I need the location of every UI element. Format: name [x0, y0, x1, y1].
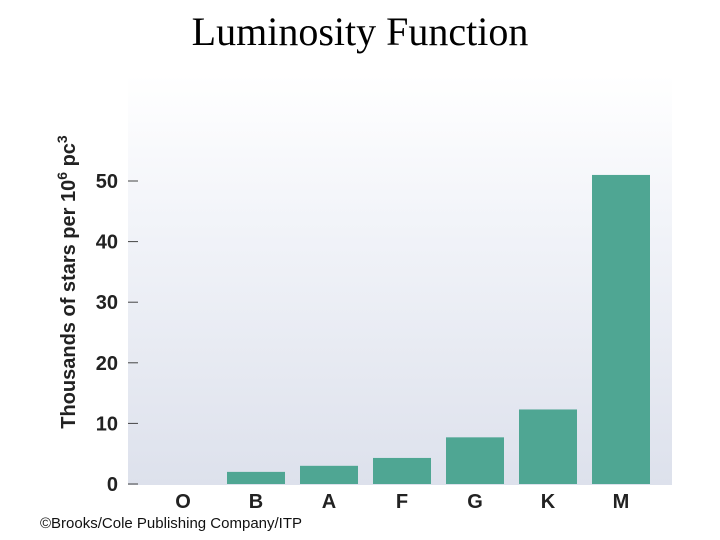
x-tick-label-m: M [613, 491, 630, 513]
bars [227, 174, 650, 484]
y-axis-label: Thousands of stars per 106 pc3 [54, 135, 80, 429]
x-tick-label-f: F [396, 491, 408, 513]
bar-a [300, 465, 358, 484]
x-tick-label-a: A [322, 491, 336, 513]
chart-title: Luminosity Function [191, 9, 529, 54]
x-tick-label-b: B [249, 491, 263, 513]
x-tick-label-o: O [175, 491, 191, 513]
y-tick-label: 30 [96, 292, 118, 314]
y-tick-label: 0 [107, 474, 118, 496]
bar-f [373, 457, 431, 484]
copyright-credit: ©Brooks/Cole Publishing Company/ITP [40, 515, 303, 532]
x-tick-label-k: K [541, 491, 556, 513]
bar-k [519, 409, 577, 484]
y-axis: 0 10 20 30 40 50 [96, 171, 138, 496]
bar-g [446, 437, 504, 484]
y-tick-label: 20 [96, 353, 118, 375]
bar-b [227, 471, 285, 484]
plot-area [128, 75, 672, 485]
x-tick-label-g: G [467, 491, 483, 513]
y-tick-label: 10 [96, 413, 118, 435]
bar-m [592, 174, 650, 484]
y-tick-label: 40 [96, 232, 118, 254]
y-tick-label: 50 [96, 171, 118, 193]
